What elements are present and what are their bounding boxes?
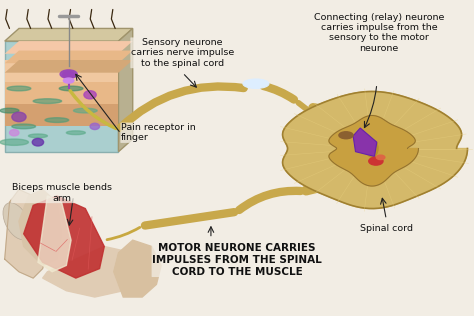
Polygon shape	[114, 240, 161, 297]
Polygon shape	[353, 128, 377, 156]
Polygon shape	[24, 196, 104, 278]
Polygon shape	[329, 116, 419, 186]
Ellipse shape	[12, 124, 36, 129]
Polygon shape	[38, 196, 71, 272]
Bar	[5, 104, 118, 126]
Ellipse shape	[7, 86, 31, 91]
Ellipse shape	[60, 70, 77, 78]
Ellipse shape	[3, 203, 30, 240]
Ellipse shape	[9, 130, 19, 136]
Ellipse shape	[369, 157, 383, 165]
Text: Pain receptor in
finger: Pain receptor in finger	[121, 123, 196, 143]
Polygon shape	[43, 246, 142, 297]
Ellipse shape	[45, 118, 69, 123]
Text: Sensory neurone
carries nerve impulse
to the spinal cord: Sensory neurone carries nerve impulse to…	[131, 38, 234, 68]
Ellipse shape	[65, 73, 73, 77]
Bar	[5, 82, 118, 104]
Ellipse shape	[0, 139, 28, 145]
Polygon shape	[5, 60, 133, 73]
Bar	[5, 60, 118, 82]
Text: MOTOR NEURONE CARRIES
IMPULSES FROM THE SPINAL
CORD TO THE MUSCLE: MOTOR NEURONE CARRIES IMPULSES FROM THE …	[152, 243, 322, 276]
Ellipse shape	[59, 86, 83, 91]
Polygon shape	[5, 28, 133, 41]
Ellipse shape	[64, 78, 74, 83]
Polygon shape	[5, 41, 133, 54]
Polygon shape	[5, 190, 47, 278]
Ellipse shape	[243, 79, 269, 88]
Ellipse shape	[366, 140, 378, 157]
Ellipse shape	[63, 71, 75, 78]
Ellipse shape	[28, 134, 47, 138]
Ellipse shape	[73, 108, 97, 113]
Polygon shape	[19, 190, 62, 265]
Ellipse shape	[84, 91, 96, 99]
Polygon shape	[118, 28, 133, 152]
Bar	[5, 41, 118, 152]
Polygon shape	[283, 92, 467, 209]
Ellipse shape	[376, 155, 385, 160]
Text: Connecting (relay) neurone
carries impulse from the
sensory to the motor
neurone: Connecting (relay) neurone carries impul…	[314, 13, 445, 53]
Polygon shape	[5, 51, 133, 63]
Text: Spinal cord: Spinal cord	[360, 224, 413, 233]
Text: Biceps muscle bends
arm: Biceps muscle bends arm	[12, 183, 111, 203]
Ellipse shape	[90, 123, 100, 130]
Ellipse shape	[12, 112, 26, 122]
Ellipse shape	[66, 131, 85, 135]
Ellipse shape	[33, 99, 62, 104]
Ellipse shape	[32, 138, 44, 146]
Ellipse shape	[339, 132, 353, 139]
Ellipse shape	[0, 108, 19, 113]
